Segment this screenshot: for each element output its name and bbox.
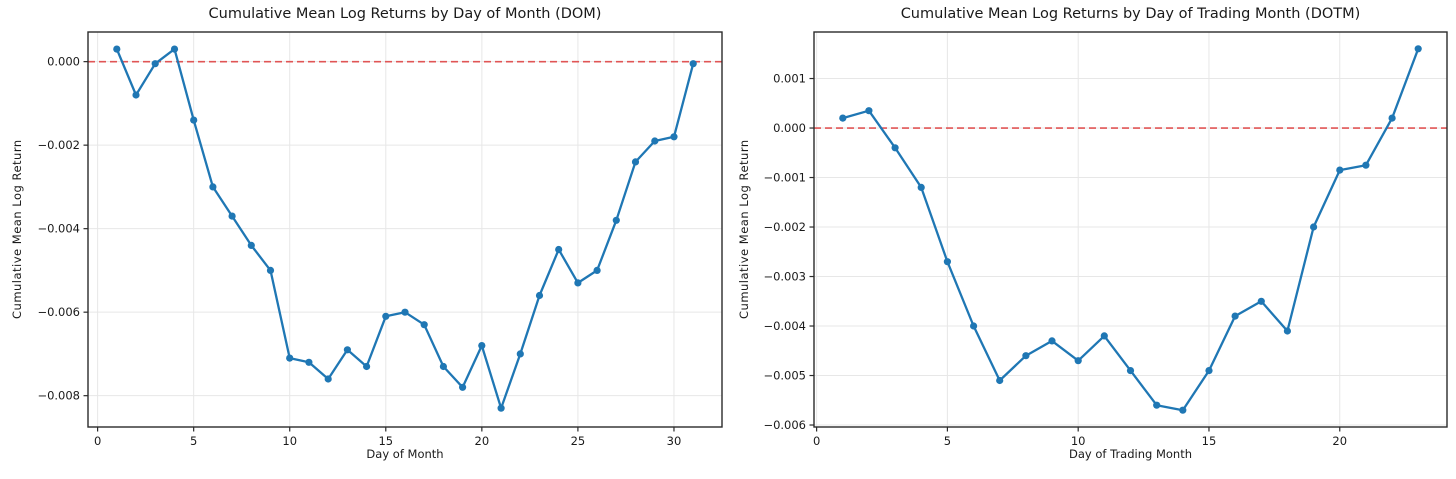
y-tick-label: 0.000 — [773, 121, 806, 135]
x-tick-label: 5 — [190, 434, 197, 448]
x-tick-label: 20 — [1332, 434, 1347, 448]
data-point — [1231, 312, 1239, 320]
data-point — [1048, 337, 1056, 345]
x-tick-label: 25 — [571, 434, 586, 448]
data-point — [113, 45, 121, 53]
data-point — [382, 312, 390, 320]
data-point — [190, 116, 198, 124]
y-tick-label: −0.004 — [37, 222, 80, 236]
data-point — [996, 376, 1004, 385]
data-point — [286, 354, 294, 362]
y-tick-label: 0.001 — [773, 72, 806, 86]
data-point — [1362, 161, 1370, 169]
data-point — [247, 241, 255, 249]
data-point — [670, 133, 678, 141]
dom-x-axis-label: Day of Month — [366, 447, 444, 461]
data-point — [612, 216, 620, 224]
x-tick-label: 10 — [282, 434, 297, 448]
y-tick-label: −0.003 — [763, 270, 806, 284]
y-tick-label: −0.006 — [763, 418, 806, 432]
dotm-chart-title: Cumulative Mean Log Returns by Day of Tr… — [900, 6, 1361, 22]
dotm-plot-area: 0 5 10 15 20 0.001 0.000 −0.001 −0.002 −0.003 −0.0… — [763, 31, 1448, 448]
data-point — [516, 350, 524, 358]
data-point — [1022, 352, 1030, 360]
data-point — [132, 91, 140, 99]
data-point — [401, 308, 409, 316]
y-tick-label: 0.000 — [47, 55, 80, 69]
data-point — [459, 383, 467, 391]
data-point — [266, 266, 275, 274]
data-point — [497, 404, 505, 412]
data-point — [865, 107, 873, 115]
data-point — [420, 321, 428, 329]
data-point — [1074, 357, 1082, 365]
plot-border — [813, 31, 1448, 428]
data-point — [1388, 114, 1396, 122]
dom-chart: Cumulative Mean Log Returns by Day of Mo… — [10, 6, 723, 461]
x-tick-label: 20 — [475, 434, 490, 448]
data-point — [1179, 406, 1187, 414]
x-tick-label: 30 — [667, 434, 682, 448]
x-tick-label: 5 — [944, 434, 951, 448]
data-point — [555, 245, 563, 254]
data-point — [1153, 401, 1161, 409]
data-point — [151, 60, 159, 68]
data-point — [631, 158, 640, 166]
data-point — [363, 362, 371, 371]
data-point — [917, 183, 925, 191]
data-point — [839, 114, 847, 122]
x-tick-label: 0 — [94, 434, 101, 448]
y-tick-label: −0.004 — [763, 319, 806, 333]
data-point — [324, 375, 332, 383]
x-tick-label: 10 — [1071, 434, 1086, 448]
data-line — [841, 47, 1420, 412]
y-tick-label: −0.001 — [763, 171, 806, 185]
dom-plot-area: 0 5 10 15 20 25 30 0.000 −0.002 −0.004 −0.006 −0.00… — [37, 31, 723, 448]
y-tick-label: −0.005 — [763, 369, 806, 383]
dotm-chart: Cumulative Mean Log Returns by Day of Tr… — [728, 0, 1456, 479]
y-tick-label: −0.002 — [37, 138, 80, 152]
data-point — [170, 45, 179, 53]
data-point — [1126, 367, 1135, 375]
data-point — [439, 362, 447, 371]
data-point — [574, 279, 582, 287]
dom-chart-title: Cumulative Mean Log Returns by Day of Mo… — [208, 6, 602, 22]
data-point — [689, 60, 697, 68]
data-point — [478, 342, 486, 350]
data-point — [970, 322, 978, 330]
x-tick-label: 0 — [813, 434, 820, 448]
data-point — [209, 183, 217, 191]
plot-border — [87, 31, 723, 428]
dotm-x-axis-label: Day of Trading Month — [1069, 447, 1192, 461]
data-point — [1205, 367, 1213, 375]
data-point — [1100, 332, 1108, 340]
y-tick-label: −0.008 — [37, 389, 80, 403]
data-point — [943, 258, 951, 266]
data-point — [651, 137, 659, 145]
data-point — [891, 144, 899, 152]
data-point — [1283, 327, 1291, 335]
data-point — [1414, 45, 1422, 53]
data-point — [305, 358, 313, 366]
data-point — [1310, 223, 1318, 231]
data-point — [228, 212, 236, 220]
x-tick-label: 15 — [1202, 434, 1217, 448]
x-tick-label: 15 — [378, 434, 393, 448]
data-point — [593, 266, 601, 274]
y-tick-label: −0.002 — [763, 220, 806, 234]
data-point — [343, 346, 351, 354]
y-tick-label: −0.006 — [37, 305, 80, 319]
data-point — [1336, 166, 1344, 174]
data-point — [1257, 297, 1265, 305]
data-point — [535, 291, 544, 300]
